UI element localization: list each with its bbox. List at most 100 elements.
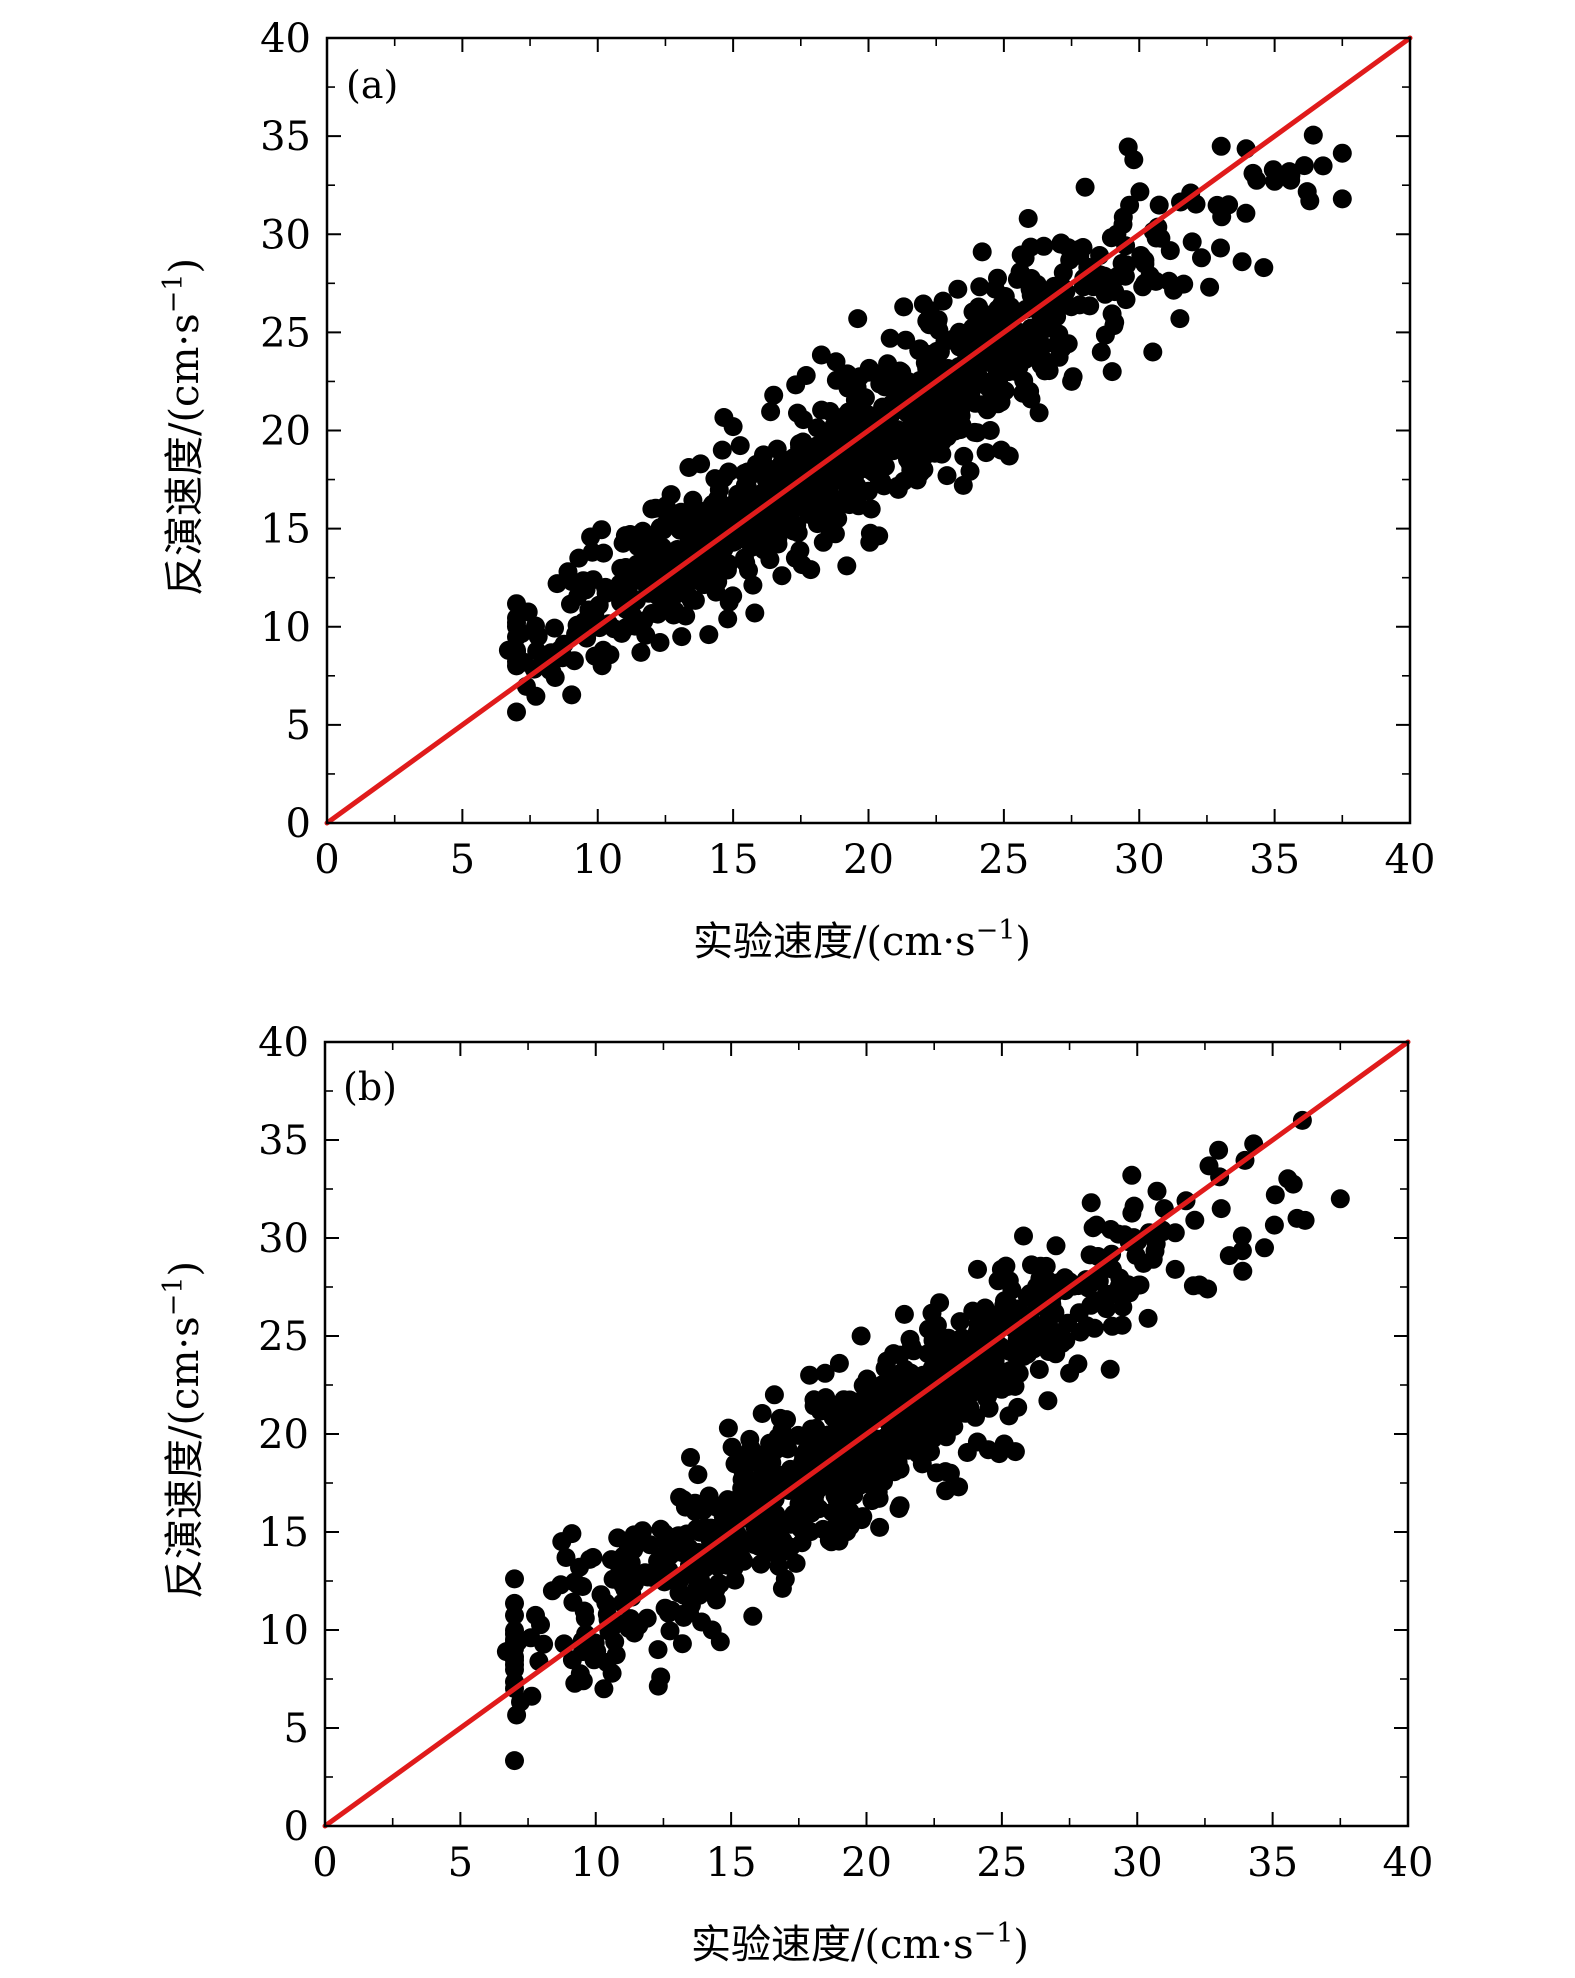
scatter-point — [1149, 195, 1169, 215]
scatter-point — [829, 1353, 849, 1373]
scatter-point — [743, 1606, 763, 1626]
y-tick-label: 0 — [284, 1804, 309, 1850]
scatter-point — [821, 1471, 841, 1491]
scatter-point — [769, 1556, 789, 1576]
scatter-point — [1029, 403, 1049, 423]
scatter-point — [725, 1454, 745, 1474]
scatter-point — [1021, 237, 1041, 257]
scatter-point — [534, 1634, 554, 1654]
scatter-point — [784, 448, 804, 468]
scatter-point — [752, 1404, 772, 1423]
y-tick-label: 0 — [286, 801, 311, 847]
scatter-point — [828, 1509, 848, 1529]
scatter-point — [1038, 1391, 1058, 1411]
scatter-point — [679, 458, 699, 477]
scatter-point — [743, 575, 763, 595]
scatter-point — [811, 345, 831, 365]
scatter-point — [526, 1605, 545, 1625]
scatter-point — [1029, 321, 1049, 341]
scatter-point — [1233, 1261, 1253, 1281]
scatter-point — [651, 1519, 671, 1539]
scatter-point — [815, 1363, 835, 1383]
y-tick-label: 30 — [258, 1216, 309, 1262]
x-tick-label: 0 — [314, 837, 339, 883]
scatter-point — [1101, 1220, 1121, 1239]
x-tick-label: 20 — [843, 837, 894, 883]
scatter-point — [680, 521, 700, 541]
y-tick-label: 10 — [258, 1608, 309, 1654]
scatter-point — [650, 633, 670, 652]
scatter-point — [1081, 1193, 1101, 1213]
scatter-point — [1010, 262, 1030, 282]
scatter-point — [1263, 160, 1283, 180]
x-tick-label: 10 — [570, 1840, 621, 1886]
x-tick-label: 15 — [706, 1840, 757, 1886]
scatter-point — [688, 1465, 708, 1485]
scatter-point — [808, 501, 828, 521]
scatter-point — [1069, 1303, 1089, 1323]
scatter-point — [692, 1612, 712, 1632]
scatter-point — [669, 1526, 689, 1546]
scatter-point — [580, 1549, 600, 1569]
y-axis-label-a: 反演速度/(cm·s−1) — [158, 258, 208, 596]
y-tick-label: 40 — [260, 16, 311, 62]
scatter-point — [892, 380, 912, 400]
scatter-point — [848, 309, 868, 329]
scatter-point — [960, 461, 980, 481]
scatter-point — [1117, 255, 1137, 275]
scatter-point — [562, 685, 582, 705]
scatter-point — [631, 642, 651, 662]
scatter-point — [741, 1471, 761, 1491]
scatter-point — [736, 553, 756, 573]
scatter-point — [1297, 182, 1317, 202]
scatter-point — [505, 1605, 524, 1625]
scatter-point — [801, 1480, 821, 1500]
scatter-point — [1120, 1283, 1139, 1303]
scatter-point — [1000, 1361, 1020, 1380]
scatter-point — [1100, 1359, 1120, 1379]
scatter-point — [734, 1551, 754, 1571]
scatter-point — [764, 385, 784, 405]
scatter-point — [995, 1297, 1015, 1317]
scatter-point — [575, 1601, 594, 1621]
scatter-point — [919, 1319, 938, 1339]
scatter-point — [837, 556, 857, 576]
scatter-point — [1058, 238, 1078, 258]
scatter-point — [1303, 125, 1323, 145]
scatter-point — [687, 570, 707, 590]
scatter-point — [556, 1548, 576, 1567]
scatter-point — [1014, 1226, 1033, 1246]
scatter-point — [665, 601, 685, 621]
scatter-point — [1165, 1259, 1185, 1279]
scatter-point — [1255, 1238, 1274, 1258]
scatter-point — [909, 1437, 929, 1457]
x-tick-label: 0 — [312, 1840, 337, 1886]
scatter-point — [1247, 170, 1267, 190]
scatter-point — [545, 668, 565, 687]
scatter-point — [712, 440, 732, 460]
scatter-point — [1022, 1255, 1041, 1275]
scatter-point — [1101, 228, 1121, 248]
scatter-point — [851, 1326, 871, 1346]
scatter-point — [894, 297, 914, 317]
scatter-point — [1160, 241, 1180, 261]
scatter-point — [507, 652, 526, 671]
scatter-point — [1211, 238, 1230, 258]
scatter-point — [1313, 156, 1333, 176]
y-tick-label: 35 — [260, 114, 311, 160]
scatter-point — [788, 523, 808, 543]
scatter-point — [527, 641, 547, 661]
y-tick-label: 15 — [260, 507, 311, 553]
scatter-point — [661, 485, 681, 505]
scatter-point — [1279, 162, 1299, 182]
scatter-point — [585, 1633, 605, 1653]
scatter-point — [527, 624, 547, 644]
panel-label-b: (b) — [343, 1065, 397, 1109]
scatter-point — [880, 328, 900, 348]
scatter-point — [683, 490, 703, 510]
scatter-point — [672, 1634, 692, 1654]
scatter-point — [991, 1374, 1011, 1394]
scatter-point — [697, 1518, 716, 1538]
scatter-point — [585, 604, 605, 624]
